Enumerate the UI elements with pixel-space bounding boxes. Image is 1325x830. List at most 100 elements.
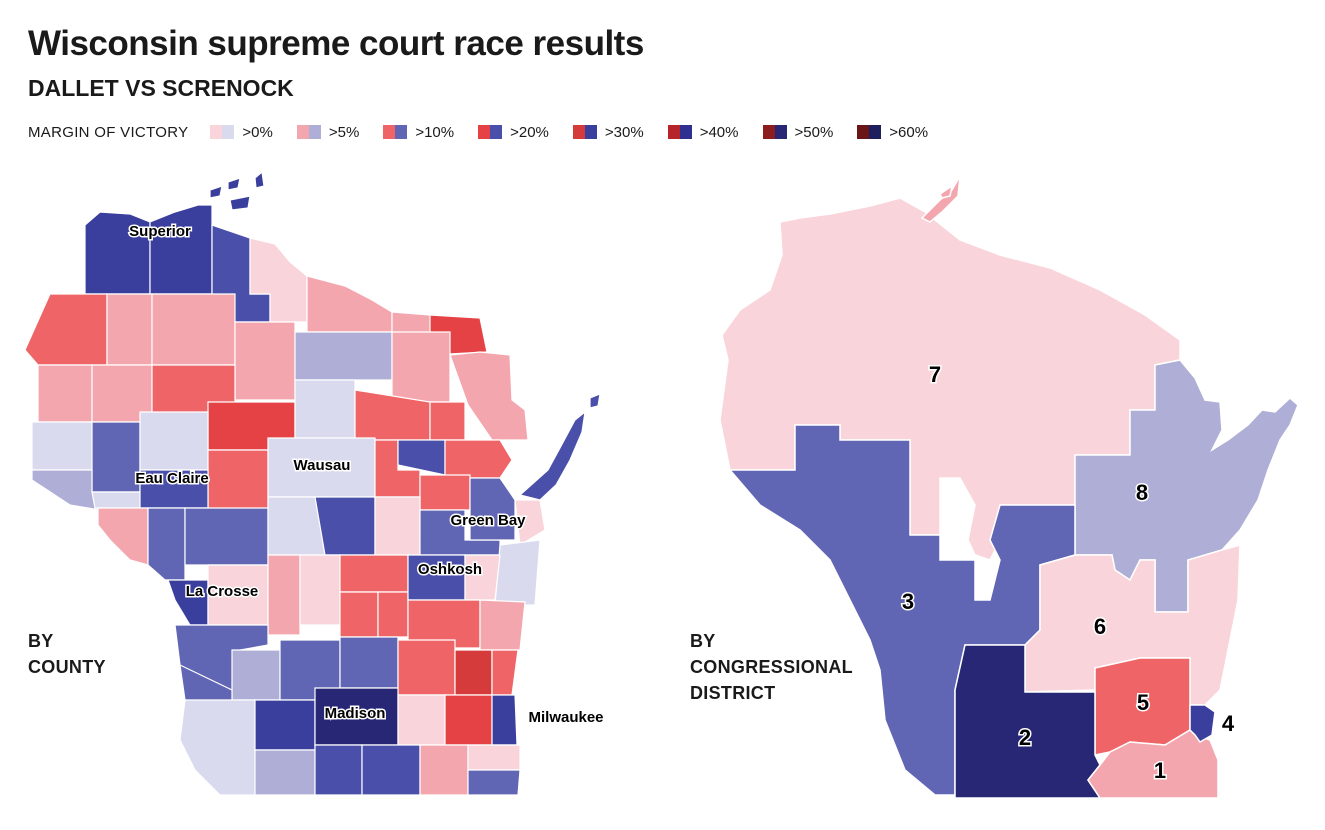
county[interactable]	[254, 699, 316, 751]
city-labels: Superior Eau Claire Wausau Green Bay Oshkosh…	[128, 222, 605, 728]
district-map	[719, 175, 1299, 799]
legend-item-label: >5%	[328, 123, 360, 141]
county[interactable]	[151, 293, 236, 366]
county[interactable]	[139, 411, 209, 471]
county[interactable]	[444, 694, 493, 746]
county[interactable]	[294, 331, 393, 381]
county[interactable]	[339, 591, 379, 638]
county[interactable]	[377, 591, 409, 638]
county[interactable]	[254, 749, 316, 796]
legend-label: MARGIN OF VICTORY	[28, 123, 189, 141]
district-island[interactable]	[920, 175, 961, 223]
city-label: Wausau	[294, 457, 351, 474]
county[interactable]	[147, 507, 186, 581]
legend-items: >0% >5% >10% >20% >30% >40% >50% >60%	[210, 124, 952, 141]
district-label: 8	[1136, 480, 1148, 505]
legend-swatch	[210, 125, 235, 139]
county[interactable]	[91, 421, 141, 493]
district-side-label: BY CONGRESSIONAL DISTRICT	[690, 628, 853, 706]
county[interactable]	[91, 491, 141, 509]
district-label: 5	[1137, 690, 1149, 715]
county[interactable]	[267, 554, 301, 636]
district-label: 6	[1094, 614, 1106, 639]
side-label-line: BY	[690, 631, 716, 651]
county[interactable]	[314, 496, 376, 556]
county[interactable]	[419, 474, 471, 511]
county[interactable]	[464, 554, 501, 601]
city-label: Superior	[129, 223, 191, 240]
county[interactable]	[491, 694, 518, 746]
county[interactable]	[184, 507, 269, 566]
county-map	[24, 170, 601, 796]
legend-item: >50%	[762, 123, 834, 141]
county[interactable]	[97, 507, 149, 566]
county[interactable]	[339, 554, 409, 593]
county[interactable]	[231, 649, 281, 701]
county[interactable]	[374, 496, 421, 556]
city-label: Eau Claire	[135, 470, 208, 487]
district-label: 4	[1222, 711, 1235, 736]
legend-item: >60%	[857, 124, 928, 141]
legend: MARGIN OF VICTORY >0% >5% >10% >20% >30% >40%…	[28, 122, 952, 142]
county[interactable]	[514, 499, 546, 546]
county[interactable]	[419, 744, 469, 796]
county[interactable]	[467, 769, 521, 796]
legend-item: >5%	[296, 123, 360, 141]
county[interactable]	[24, 293, 108, 366]
county[interactable]	[229, 195, 251, 211]
page-subtitle: DALLET VS SCRENOCK	[28, 75, 294, 101]
county[interactable]	[106, 293, 153, 366]
legend-item: >20%	[478, 124, 549, 141]
side-label-line: COUNTY	[28, 657, 106, 677]
county[interactable]	[339, 636, 399, 689]
county[interactable]	[397, 694, 446, 746]
county[interactable]	[467, 744, 521, 771]
county-side-label: BY COUNTY	[28, 628, 106, 680]
county[interactable]	[469, 477, 516, 541]
county[interactable]	[31, 421, 93, 471]
county[interactable]	[449, 351, 529, 441]
city-label: Green Bay	[450, 512, 526, 529]
county[interactable]	[397, 639, 456, 696]
legend-swatch	[296, 125, 321, 139]
county[interactable]	[518, 410, 586, 501]
county[interactable]	[306, 275, 393, 333]
district-4[interactable]	[1189, 704, 1216, 743]
county[interactable]	[31, 469, 102, 511]
county[interactable]	[209, 185, 223, 199]
county[interactable]	[227, 177, 241, 191]
county[interactable]	[589, 393, 601, 409]
district-label: 7	[929, 362, 941, 387]
legend-swatch	[762, 125, 787, 139]
city-label: Oshkosh	[418, 561, 482, 578]
district-label: 1	[1154, 758, 1166, 783]
county[interactable]	[391, 331, 451, 403]
district-labels: 7 8 3 6 5 2 1 4	[900, 361, 1236, 785]
county[interactable]	[361, 744, 421, 796]
county[interactable]	[37, 364, 93, 423]
county[interactable]	[491, 649, 519, 696]
county[interactable]	[454, 649, 493, 696]
legend-item: >40%	[667, 123, 739, 141]
legend-item-label: >50%	[794, 123, 834, 141]
county[interactable]	[429, 401, 466, 441]
county[interactable]	[234, 321, 296, 401]
county[interactable]	[444, 439, 513, 479]
county[interactable]	[149, 204, 213, 295]
county[interactable]	[294, 379, 356, 439]
legend-item-label: >40%	[699, 123, 739, 141]
county[interactable]	[314, 744, 363, 796]
county[interactable]	[494, 539, 541, 606]
county[interactable]	[479, 599, 526, 651]
district-island[interactable]	[939, 184, 954, 199]
legend-swatch	[478, 125, 503, 139]
city-label: La Crosse	[186, 583, 259, 600]
legend-item-label: >0%	[242, 123, 273, 141]
side-label-line: BY	[28, 631, 54, 651]
legend-swatch	[857, 125, 882, 139]
county[interactable]	[299, 554, 341, 626]
legend-item: >30%	[572, 124, 644, 141]
county[interactable]	[254, 170, 265, 189]
county[interactable]	[179, 699, 256, 796]
